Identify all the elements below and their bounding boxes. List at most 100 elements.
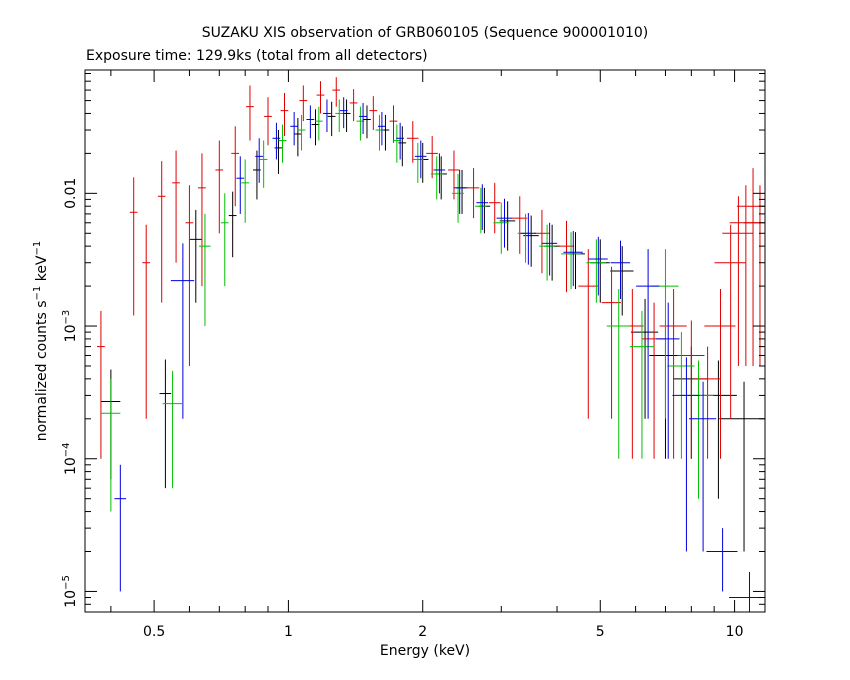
data-point — [170, 243, 195, 419]
data-point — [396, 122, 404, 160]
data-point — [565, 232, 585, 290]
data-point — [430, 156, 443, 200]
data-point — [335, 99, 344, 132]
y-tick-label: 10−3 — [61, 310, 79, 343]
y-tick-label: 10−4 — [61, 442, 79, 475]
data-point — [297, 114, 306, 151]
data-point — [293, 117, 302, 157]
data-point — [488, 182, 501, 234]
x-tick-label: 1 — [284, 624, 293, 640]
data-point — [416, 142, 429, 183]
data-point — [588, 236, 608, 296]
data-point — [314, 106, 323, 141]
data-point — [198, 153, 206, 287]
data-point — [736, 168, 765, 366]
data-point — [199, 213, 211, 327]
data-point — [290, 112, 298, 146]
data-point — [259, 140, 268, 188]
data-point — [539, 224, 555, 281]
data-point — [228, 191, 237, 258]
data-point — [729, 185, 761, 366]
data-point — [255, 138, 264, 183]
series-0 — [100, 99, 765, 552]
data-point — [246, 85, 254, 141]
chart-title: SUZAKU XIS observation of GRB060105 (Seq… — [202, 25, 648, 41]
data-point — [426, 136, 438, 179]
y-axis-label-main: normalized counts s — [34, 300, 50, 441]
y-tick-base: 10 — [63, 324, 79, 342]
data-point — [159, 359, 172, 489]
data-point — [578, 249, 598, 419]
y-axis-label: normalized counts s−1 keV−1 — [32, 241, 50, 442]
x-tick-label: 2 — [418, 624, 427, 640]
data-point — [185, 185, 194, 366]
y-tick-label: 10−5 — [61, 575, 79, 608]
y-tick-exponent: −5 — [61, 575, 72, 590]
data-point — [231, 126, 240, 207]
data-point — [659, 289, 687, 459]
data-point — [272, 122, 281, 160]
data-point — [189, 209, 202, 303]
data-point — [610, 246, 634, 316]
data-point — [274, 130, 283, 174]
data-point — [414, 140, 427, 179]
data-point — [406, 121, 419, 163]
series-1 — [97, 77, 765, 459]
data-point — [349, 89, 358, 122]
data-point — [411, 142, 424, 183]
data-point — [306, 105, 315, 139]
y-axis-label-sup-2: −1 — [32, 241, 43, 256]
data-point — [493, 202, 509, 254]
data-point — [236, 156, 245, 214]
data-point — [327, 101, 336, 137]
data-point — [363, 105, 371, 139]
data-point — [672, 357, 700, 552]
data-point — [467, 168, 480, 219]
data-point — [241, 159, 250, 223]
data-point — [316, 81, 325, 114]
data-point — [311, 109, 320, 146]
ticks-layer: 0.5 1 2 5 1010−510−410−30.01 — [61, 70, 765, 640]
data-point — [97, 310, 105, 459]
data-point — [299, 85, 308, 122]
data-point — [496, 198, 513, 248]
y-axis-label-sup-1: −1 — [32, 286, 43, 301]
data-point — [278, 124, 287, 163]
plot-frame — [84, 69, 766, 613]
data-point — [651, 249, 679, 419]
data-point — [693, 346, 721, 459]
data-point — [359, 102, 367, 134]
data-point — [610, 240, 630, 299]
data-point — [558, 220, 575, 293]
series-3 — [114, 97, 765, 612]
y-tick-base: 10 — [63, 590, 79, 608]
data-point — [682, 360, 714, 499]
data-point — [100, 378, 121, 512]
data-point — [381, 114, 390, 151]
data-point — [601, 266, 622, 419]
x-tick-label: 0.5 — [143, 624, 165, 640]
data-point — [280, 93, 289, 137]
y-tick-label: 0.01 — [63, 178, 79, 209]
x-axis-label: Energy (keV) — [380, 643, 470, 659]
data-point — [478, 187, 491, 234]
data-point — [215, 140, 224, 234]
data-point — [689, 381, 717, 552]
data-point — [520, 213, 536, 265]
data-point — [398, 126, 407, 167]
data-point — [448, 150, 460, 200]
data-point — [323, 99, 331, 132]
data-point — [453, 169, 466, 214]
y-tick-exponent: −3 — [61, 310, 72, 325]
data-point — [563, 231, 583, 287]
data-point — [511, 196, 528, 254]
data-point — [157, 161, 166, 303]
data-point — [719, 381, 765, 552]
data-point — [339, 97, 348, 129]
chart-subtitle: Exposure time: 129.9ks (total from all d… — [86, 48, 428, 64]
data-point — [474, 187, 487, 234]
data-point — [561, 232, 581, 290]
data-point — [332, 77, 341, 107]
y-tick-exponent: −4 — [61, 442, 72, 457]
